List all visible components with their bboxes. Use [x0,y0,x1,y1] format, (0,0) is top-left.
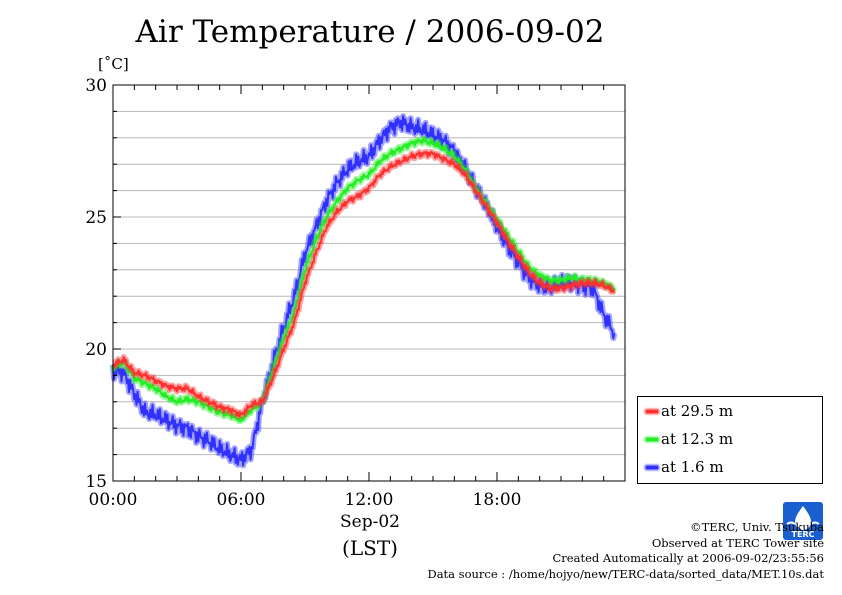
legend-swatch-blue [646,466,658,469]
y-tick-label: 20 [85,340,107,360]
legend-label: at 1.6 m [661,458,724,476]
x-tick-label: 06:00 [217,490,266,510]
observed-text: Observed at TERC Tower site [651,535,824,550]
series-line-12-3m [112,137,616,423]
axis-ticks: 15 20 25 30 00:00 06:00 12:00 18:00 [85,76,626,510]
copyright-text: ©TERC, Univ. Tsukuba [690,520,824,534]
x-axis-date-label: Sep-02 [340,512,400,532]
legend-swatch-green [646,438,658,441]
grid-lines [113,110,625,456]
terc-logo-icon: TERC [783,502,823,540]
y-tick-label: 25 [85,208,107,228]
series-group [110,113,618,469]
created-text: Created Automatically at 2006-09-02/23:5… [552,551,825,565]
legend-item-12-3m: at 12.3 m [638,429,822,449]
x-tick-label: 18:00 [473,490,522,510]
credits: ©TERC, Univ. Tsukuba Observed at TERC To… [427,520,824,582]
y-tick-label: 15 [85,472,107,492]
x-axis-zone-label: (LST) [342,536,398,560]
x-tick-label: 12:00 [345,490,394,510]
series-line-1-6m [112,115,616,467]
legend-item-29-5m: at 29.5 m [638,401,822,421]
y-tick-label: 30 [85,76,107,96]
legend-label: at 29.5 m [661,402,734,420]
logo-text: TERC [792,530,815,539]
series-line-29-5m [112,150,615,418]
legend-label: at 12.3 m [661,430,734,448]
y-axis-unit-label: [˚C] [98,55,129,73]
x-tick-label: 00:00 [89,490,138,510]
chart-title: Air Temperature / 2006-09-02 [135,14,605,50]
source-text: Data source : /home/hojyo/new/TERC-data/… [427,566,824,581]
legend-swatch-red [646,410,658,413]
legend: at 29.5 m at 12.3 m at 1.6 m [637,396,823,484]
legend-item-1-6m: at 1.6 m [638,457,822,477]
